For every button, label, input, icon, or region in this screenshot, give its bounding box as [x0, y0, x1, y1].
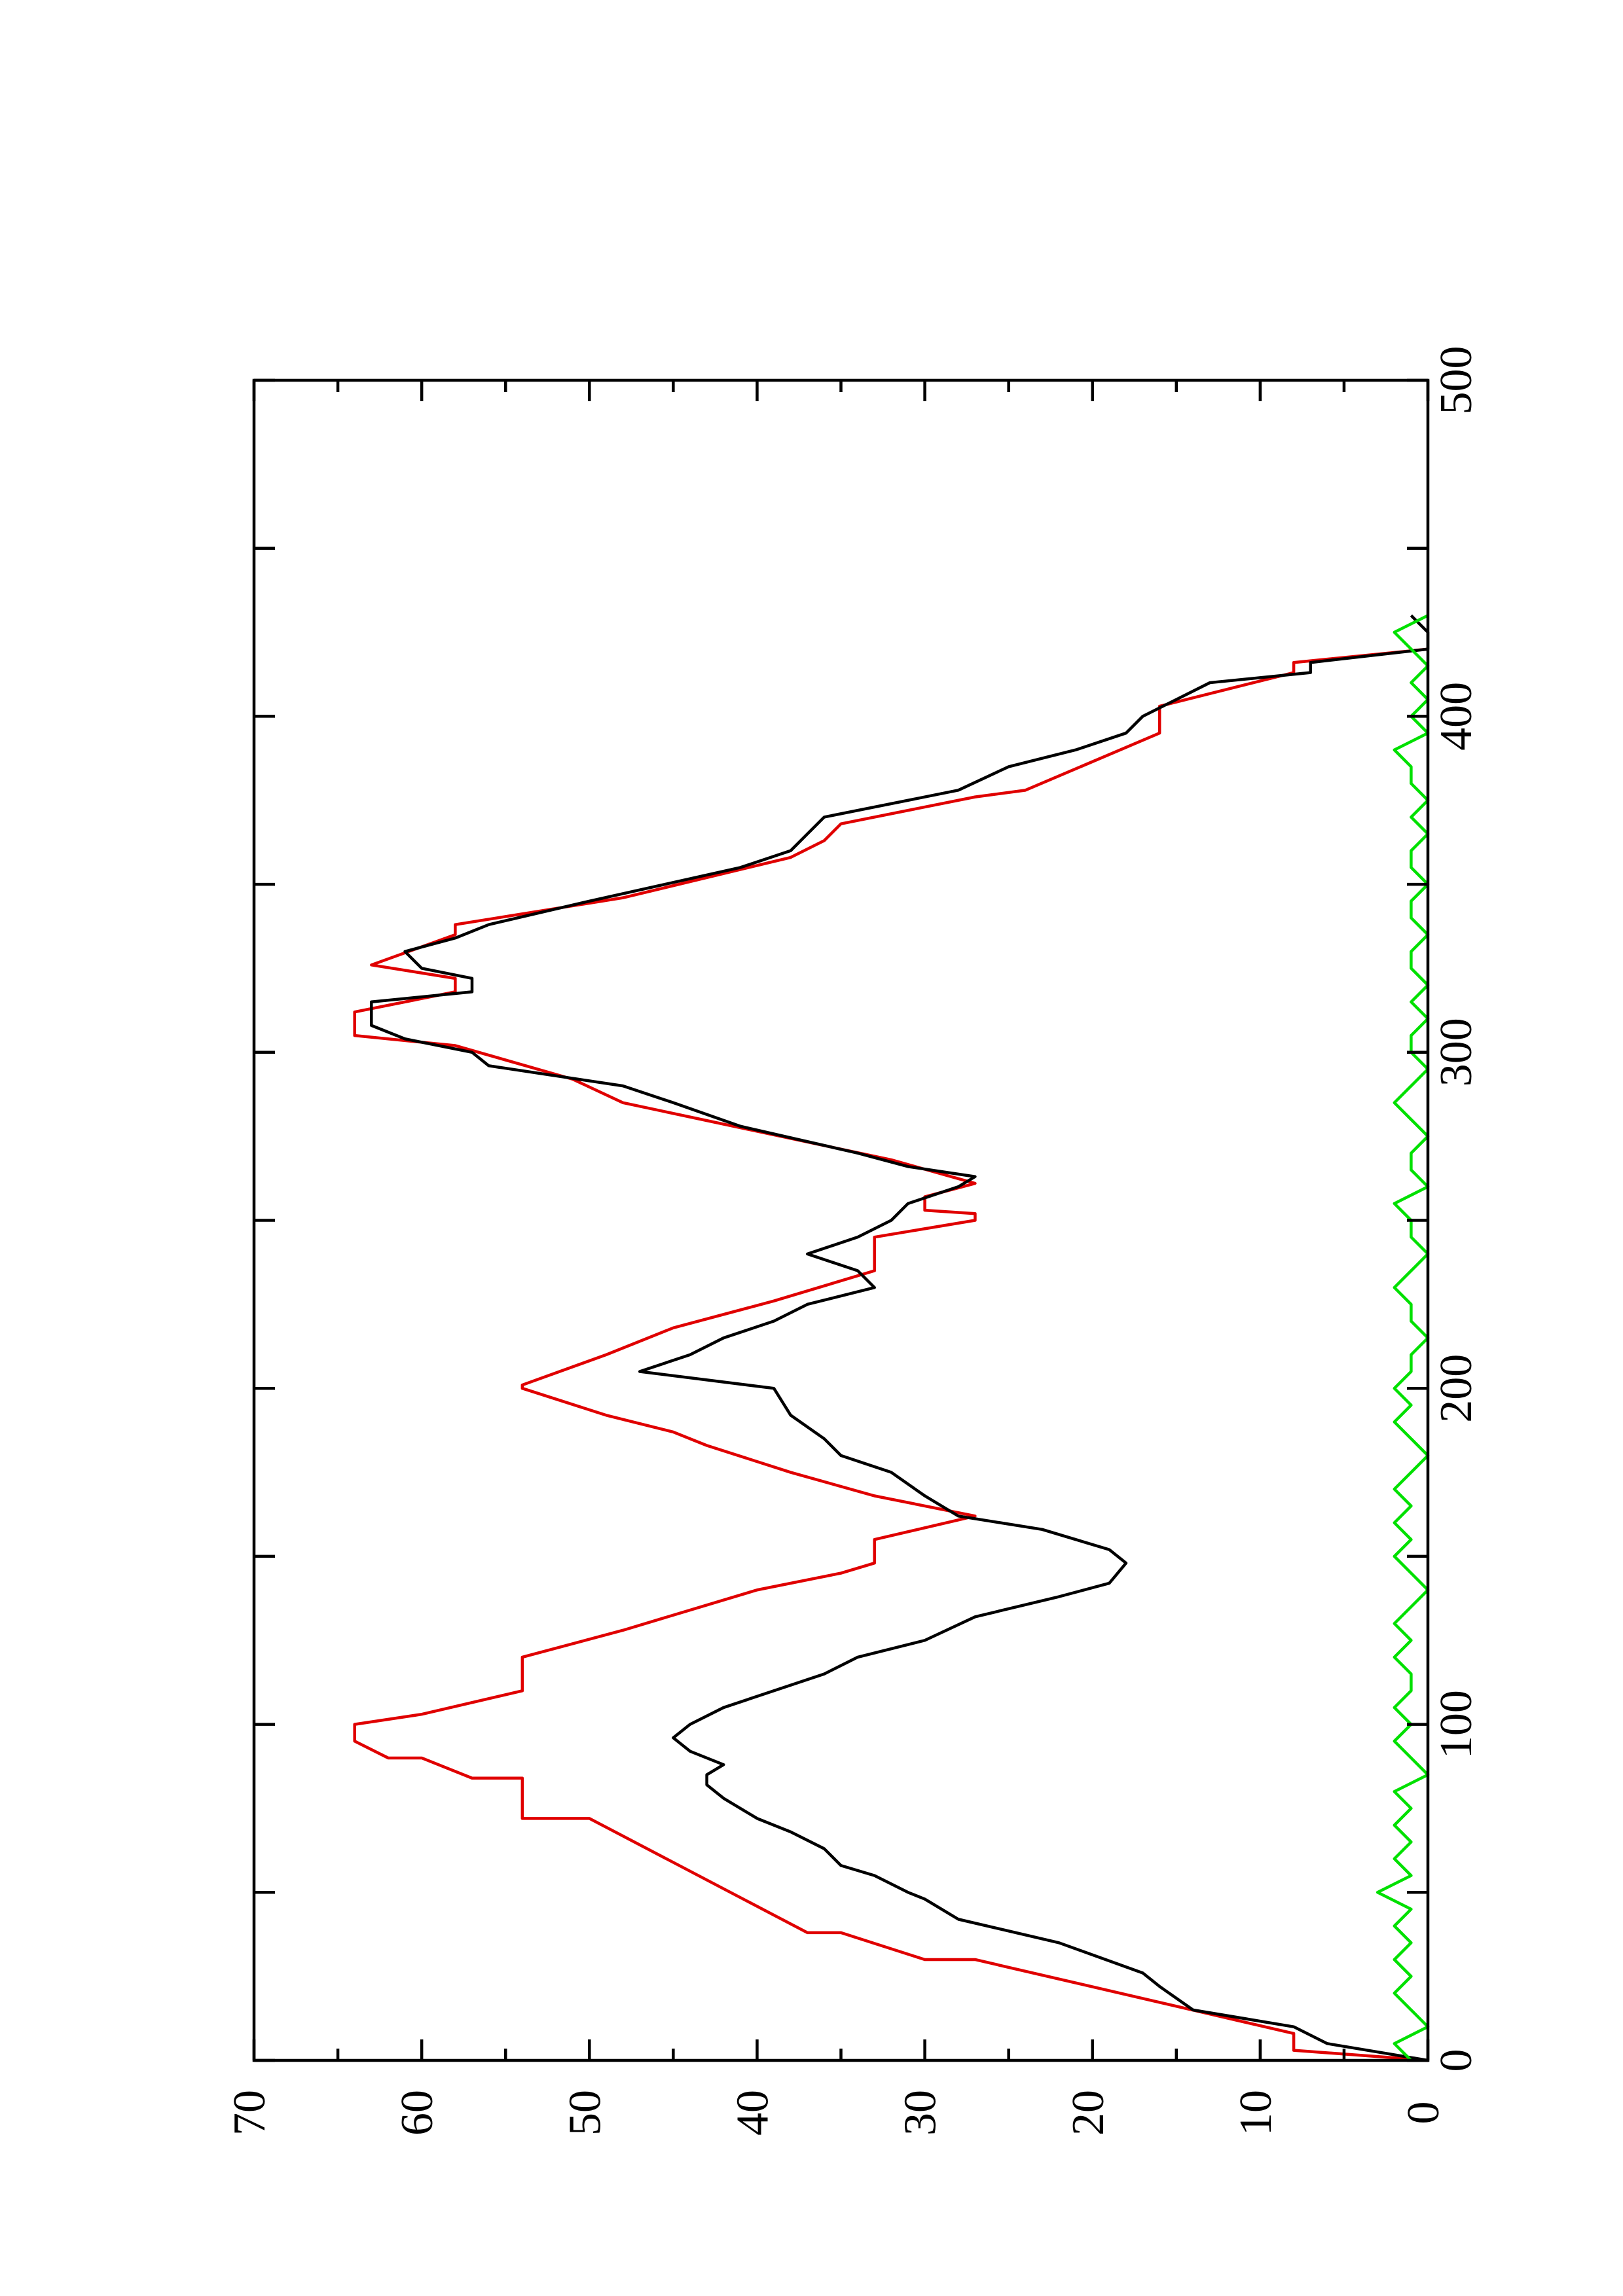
data-line	[1376, 614, 1430, 2062]
x-tick-label: 0	[1431, 2049, 1482, 2072]
data-line	[370, 614, 1430, 2062]
y-tick-label: 0	[1398, 2102, 1449, 2125]
y-tick-label: 30	[896, 2090, 946, 2136]
x-tick-label: 100	[1431, 1690, 1482, 1759]
x-tick-label: 200	[1431, 1354, 1482, 1423]
y-tick-label: 60	[392, 2090, 443, 2136]
y-tick-label: 10	[1231, 2090, 1281, 2136]
y-tick-label: 70	[225, 2090, 275, 2136]
plot-frame	[252, 378, 1430, 2062]
y-tick-label: 40	[727, 2090, 778, 2136]
y-tick-label: 20	[1063, 2090, 1114, 2136]
data-line	[353, 647, 1429, 2062]
x-tick-label: 400	[1431, 682, 1482, 751]
y-tick-label: 50	[560, 2090, 610, 2136]
x-tick-label: 500	[1431, 346, 1482, 415]
x-tick-label: 300	[1431, 1018, 1482, 1086]
